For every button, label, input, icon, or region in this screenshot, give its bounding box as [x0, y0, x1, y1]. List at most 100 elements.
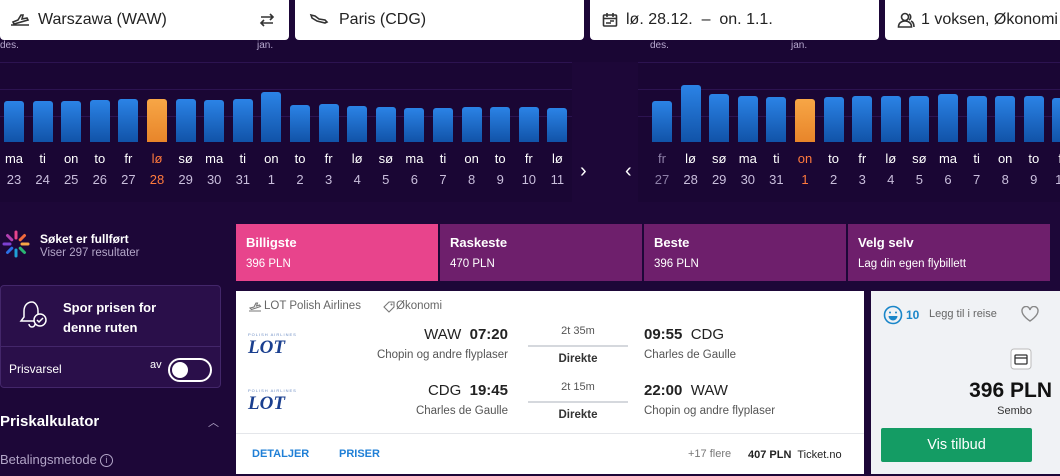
inbound-price-bar[interactable] — [909, 96, 930, 142]
inbound-day-number[interactable]: 30 — [740, 172, 756, 187]
inbound-price-bar[interactable] — [1023, 96, 1044, 142]
outbound-day-number[interactable]: 2 — [296, 172, 304, 187]
outbound-price-bar[interactable] — [375, 107, 396, 142]
outbound-day-name[interactable]: sø — [178, 151, 193, 166]
outbound-day-number[interactable]: 8 — [467, 172, 476, 187]
inbound-day-name[interactable]: fr — [858, 151, 867, 166]
outbound-price-bar[interactable] — [490, 107, 511, 142]
inbound-day-name[interactable]: sø — [912, 151, 927, 166]
outbound-day-number[interactable]: 9 — [496, 172, 504, 187]
inbound-day-number[interactable]: 1 — [801, 172, 809, 187]
outbound-price-bar[interactable] — [61, 101, 82, 142]
alt-offer[interactable]: 407 PLN Ticket.no — [748, 449, 842, 461]
inbound-day-number[interactable]: 5 — [915, 172, 923, 187]
inbound-day-name[interactable]: ti — [773, 151, 780, 166]
outbound-day-name[interactable]: to — [294, 151, 306, 166]
outbound-day-number[interactable]: 3 — [324, 172, 333, 187]
outbound-price-bar[interactable] — [89, 100, 110, 142]
outbound-day-number[interactable]: 27 — [121, 172, 136, 187]
outbound-day-number[interactable]: 29 — [178, 172, 193, 187]
outbound-day-name[interactable]: lø — [551, 151, 563, 166]
add-to-trip-label[interactable]: Legg til i reise — [929, 308, 997, 320]
outbound-day-name[interactable]: ma — [205, 151, 224, 166]
outbound-price-bar[interactable] — [461, 107, 482, 142]
outbound-day-number[interactable]: 1 — [267, 172, 275, 187]
outbound-day-name[interactable]: to — [494, 151, 506, 166]
price-calculator-title[interactable]: Priskalkulator — [0, 413, 100, 430]
outbound-price-bar[interactable] — [404, 108, 425, 142]
outbound-day-name[interactable]: sø — [378, 151, 394, 166]
sort-tab[interactable]: Beste 396 PLN — [644, 224, 846, 281]
outbound-price-bar[interactable] — [347, 106, 368, 142]
inbound-day-number[interactable]: 10 — [1055, 172, 1060, 187]
inbound-day-name[interactable]: to — [828, 151, 840, 166]
outbound-price-bar[interactable] — [4, 101, 24, 142]
inbound-day-name[interactable]: on — [997, 151, 1013, 166]
outbound-price-bar[interactable] — [118, 99, 139, 142]
inbound-day-number[interactable]: 4 — [887, 172, 895, 187]
inbound-day-name[interactable]: lø — [885, 151, 897, 166]
price-alert-toggle[interactable] — [168, 358, 212, 382]
outbound-price-bar[interactable] — [147, 99, 167, 142]
outbound-price-bar[interactable] — [290, 105, 310, 142]
chevron-up-icon[interactable]: ︿ — [208, 417, 219, 429]
outbound-day-number[interactable]: 25 — [63, 172, 79, 187]
sort-tab[interactable]: Billigste 396 PLN — [236, 224, 438, 281]
inbound-day-name[interactable]: on — [797, 151, 813, 166]
inbound-day-name[interactable]: fr — [658, 151, 666, 166]
outbound-price-bar[interactable] — [32, 101, 53, 142]
inbound-day-number[interactable]: 29 — [711, 172, 727, 187]
inbound-day-number[interactable]: 6 — [944, 172, 952, 187]
view-deal-button[interactable]: Vis tilbud — [881, 428, 1032, 462]
info-icon[interactable]: i — [99, 454, 113, 467]
outbound-day-name[interactable]: on — [264, 151, 279, 166]
outbound-day-name[interactable]: on — [464, 151, 479, 166]
outbound-day-number[interactable]: 10 — [521, 172, 537, 187]
inbound-day-name[interactable]: sø — [711, 151, 727, 166]
inbound-day-name[interactable]: lø — [685, 151, 697, 166]
outbound-price-bar[interactable] — [204, 100, 225, 142]
outbound-price-bar[interactable] — [547, 108, 568, 142]
outbound-price-bar[interactable] — [175, 99, 196, 142]
outbound-price-bar[interactable] — [433, 108, 453, 142]
inbound-price-bar[interactable] — [1052, 98, 1060, 142]
inbound-price-bar[interactable] — [709, 94, 730, 142]
inbound-day-number[interactable]: 27 — [654, 172, 670, 187]
sort-tab[interactable]: Velg selv Lag din egen flybillett — [848, 224, 1050, 281]
outbound-day-number[interactable]: 30 — [206, 172, 222, 187]
inbound-price-bar[interactable] — [766, 97, 787, 142]
outbound-day-name[interactable]: fr — [324, 151, 333, 166]
outbound-price-bar[interactable] — [232, 99, 253, 142]
outbound-day-name[interactable]: lø — [151, 151, 163, 166]
details-link[interactable]: DETALJER — [252, 448, 310, 460]
inbound-price-bar[interactable] — [966, 96, 987, 142]
destination-field[interactable]: Paris (CDG) — [295, 0, 584, 40]
inbound-price-bar[interactable] — [880, 96, 901, 142]
outbound-day-name[interactable]: ma — [405, 151, 424, 166]
outbound-day-number[interactable]: 28 — [149, 172, 165, 187]
outbound-day-number[interactable]: 7 — [439, 172, 447, 187]
outbound-day-name[interactable]: ti — [239, 151, 247, 166]
inbound-day-name[interactable]: ma — [938, 151, 958, 166]
result-card[interactable]: LOT Polish Airlines Økonomi POLISH AIRLI… — [236, 291, 864, 474]
origin-field[interactable]: Warszawa (WAW) — [0, 0, 289, 40]
inbound-price-bar[interactable] — [795, 99, 815, 142]
inbound-price-bar[interactable] — [737, 96, 758, 142]
outbound-day-number[interactable]: 5 — [382, 172, 390, 187]
calendar-prev-arrow[interactable]: ‹ — [625, 160, 632, 182]
outbound-day-number[interactable]: 26 — [92, 172, 108, 187]
inbound-day-number[interactable]: 2 — [829, 172, 838, 187]
calendar-next-arrow[interactable]: › — [580, 160, 587, 182]
inbound-price-bar[interactable] — [938, 94, 958, 142]
inbound-price-bar[interactable] — [852, 96, 873, 142]
dates-field[interactable]: lø. 28.12. – on. 1.1. — [590, 0, 879, 40]
inbound-price-bar[interactable] — [823, 97, 844, 142]
outbound-day-number[interactable]: 31 — [235, 172, 251, 187]
outbound-day-name[interactable]: lø — [351, 151, 363, 166]
inbound-price-bar[interactable] — [680, 85, 701, 142]
outbound-day-name[interactable]: ti — [439, 151, 447, 166]
inbound-day-number[interactable]: 31 — [769, 172, 784, 187]
outbound-day-number[interactable]: 24 — [35, 172, 50, 187]
inbound-day-name[interactable]: ma — [738, 151, 757, 166]
outbound-day-name[interactable]: fr — [124, 151, 133, 166]
